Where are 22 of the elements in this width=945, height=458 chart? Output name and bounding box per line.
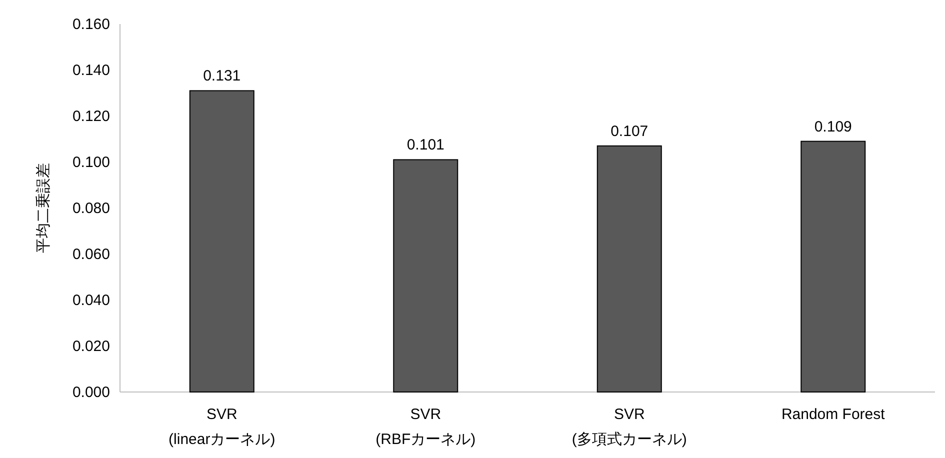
data-label: 0.107 [610,122,648,140]
x-tick-label: Random Forest [781,406,886,423]
x-tick-label: SVR (linearカーネル) [168,406,276,448]
bar [596,145,662,392]
bar [189,90,254,392]
x-tick-label: SVR (多項式カーネル) [572,406,687,448]
data-label: 0.109 [814,118,852,136]
y-tick-label: 0.000 [72,384,110,401]
y-tick-label: 0.100 [72,154,110,171]
y-tick-label: 0.060 [72,246,110,263]
y-axis-title: 平均二乗誤差 [35,163,52,253]
data-label: 0.101 [406,136,444,154]
y-tick-label: 0.120 [72,108,110,125]
bar [800,140,866,392]
y-tick-label: 0.040 [72,292,110,309]
x-tick-label: SVR (RBFカーネル) [376,406,476,448]
bar [393,159,458,392]
y-tick-label: 0.020 [72,338,110,355]
y-tick-label: 0.160 [72,16,110,33]
data-label: 0.131 [203,68,241,85]
y-tick-label: 0.140 [72,62,110,79]
y-tick-label: 0.080 [72,200,110,217]
